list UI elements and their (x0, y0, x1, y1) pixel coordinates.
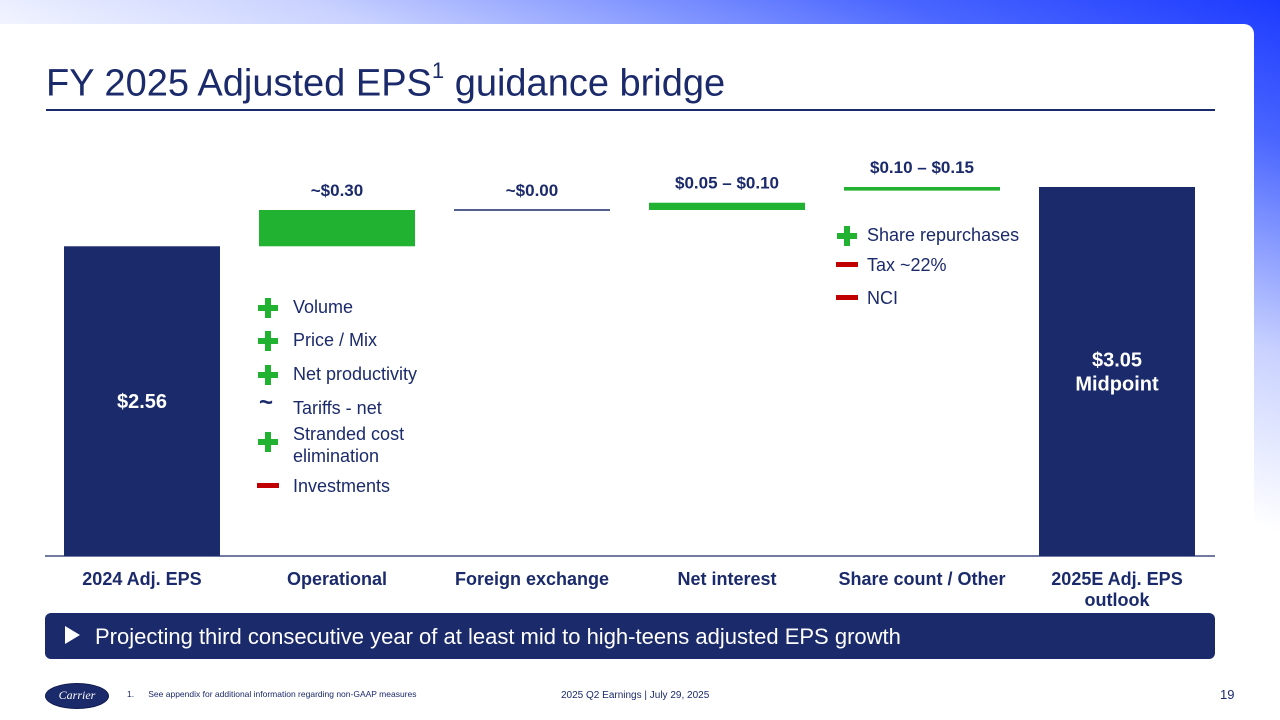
plus-icon (257, 296, 279, 318)
footer-date: 2025 Q2 Earnings | July 29, 2025 (561, 690, 710, 701)
delta-value-label: $0.05 – $0.10 (675, 174, 779, 193)
page-number: 19 (1220, 687, 1235, 702)
plus-icon (836, 224, 858, 246)
bar-2025e-eps (1039, 187, 1195, 556)
minus-icon (836, 287, 858, 309)
category-label: 2024 Adj. EPS (82, 569, 201, 589)
slide-title: FY 2025 Adjusted EPS1 guidance bridge (46, 58, 726, 105)
category-label: Operational (287, 569, 387, 589)
minus-icon (257, 475, 279, 497)
takeaway-banner: Projecting third consecutive year of at … (45, 613, 1215, 659)
carrier-logo: Carrier (45, 683, 109, 709)
delta-value-label: ~$0.00 (506, 181, 558, 200)
category-label: 2025E Adj. EPS (1051, 569, 1182, 589)
minus-icon (836, 254, 858, 276)
plus-icon (257, 329, 279, 351)
plus-icon (257, 430, 279, 452)
bar-value-label: $2.56 (117, 391, 167, 413)
category-label: Foreign exchange (455, 569, 609, 589)
delta-value-label: $0.10 – $0.15 (870, 158, 974, 177)
category-label: Net interest (677, 569, 776, 589)
plus-icon (257, 363, 279, 385)
triangle-right-icon (65, 626, 80, 644)
bar-value-label: Midpoint (1075, 374, 1159, 396)
bar-2024-eps (64, 246, 220, 556)
title-divider (46, 109, 1215, 111)
bar-delta-1 (259, 209, 415, 247)
bar-value-label: $3.05 (1092, 350, 1142, 372)
tilde-icon: ~ (259, 389, 274, 416)
category-label: outlook (1085, 590, 1151, 610)
delta-value-label: ~$0.30 (311, 181, 363, 200)
bar-delta-3 (649, 202, 805, 210)
footnote: 1. See appendix for additional informati… (127, 689, 417, 699)
bar-delta-4 (844, 187, 1000, 191)
category-label: Share count / Other (838, 569, 1005, 589)
